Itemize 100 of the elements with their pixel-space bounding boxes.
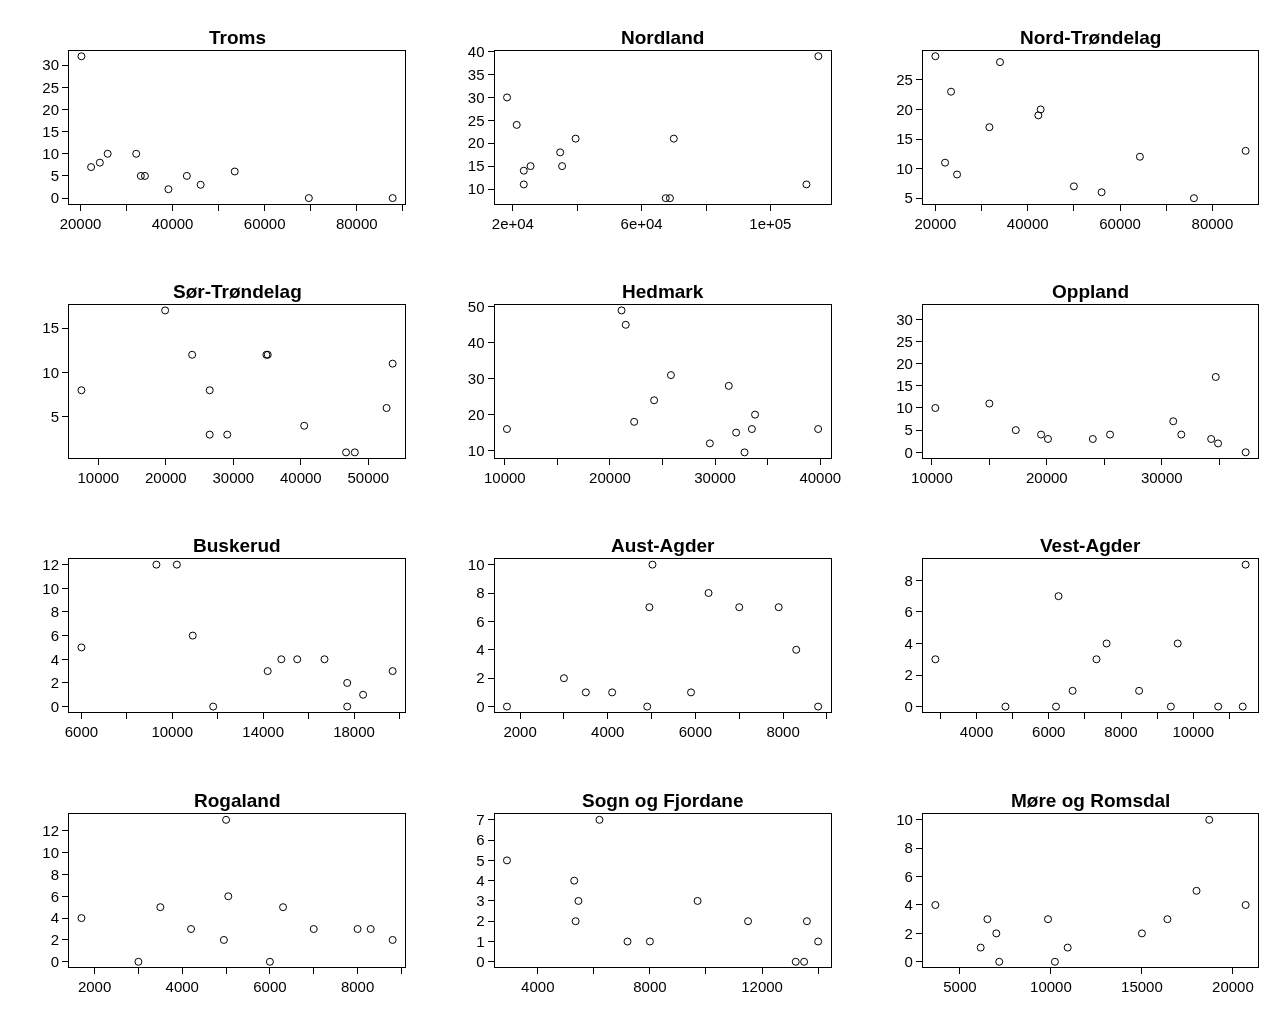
point (735, 603, 744, 612)
point (792, 645, 801, 654)
point (342, 448, 351, 457)
point (359, 690, 368, 699)
x-tick-label: 18000 (333, 723, 375, 741)
y-tick-label: 20 (896, 354, 913, 372)
point (814, 937, 823, 946)
y-tick-label: 15 (42, 319, 59, 337)
chart-title: Sør-Trøndelag (173, 281, 302, 302)
y-tick-label: 35 (467, 65, 485, 83)
x-tick-label: 20000 (144, 469, 187, 487)
point (187, 925, 196, 934)
x-tick-label: 2000 (503, 723, 537, 741)
point (621, 320, 630, 329)
point (1052, 702, 1061, 711)
point (1043, 435, 1052, 443)
point (556, 148, 565, 157)
point (1063, 943, 1072, 952)
point (751, 410, 760, 419)
point (645, 937, 654, 946)
point (1054, 592, 1063, 601)
y-tick-label: 6 (476, 831, 485, 849)
point (705, 439, 714, 448)
point (343, 702, 352, 711)
x-tick-label: 60000 (243, 214, 286, 232)
y-tick-label: 25 (896, 71, 913, 89)
y-tick-label: 2 (50, 674, 59, 692)
x-tick-label: 20000 (914, 214, 957, 232)
point (350, 448, 359, 457)
y-tick-label: 0 (904, 443, 913, 461)
point (802, 180, 811, 189)
y-tick-label: 40 (467, 42, 485, 60)
x-tick-label: 2000 (77, 978, 112, 996)
x-tick-label: 20000 (1025, 469, 1068, 487)
x-tick-label: 40000 (799, 469, 842, 487)
y-tick-label: 6 (904, 603, 913, 621)
point (1088, 435, 1097, 443)
chart-title: Hedmark (622, 281, 704, 302)
x-tick-label: 80000 (1191, 214, 1234, 232)
x-tick-label: 8000 (1104, 723, 1138, 741)
point (650, 396, 659, 405)
point (1069, 182, 1078, 191)
x-tick-label: 80000 (335, 214, 378, 232)
point (77, 386, 86, 395)
point (77, 52, 86, 61)
point (224, 892, 233, 901)
point (223, 430, 232, 439)
x-tick-label: 6000 (64, 723, 99, 741)
x-tick-label: 1e+05 (749, 214, 792, 232)
point (581, 688, 590, 697)
point (1241, 900, 1250, 909)
point (1214, 439, 1223, 448)
x-tick-label: 50000 (347, 469, 390, 487)
x-tick-label: 14000 (242, 723, 285, 741)
x-tick-label: 20000 (589, 469, 631, 487)
point (293, 655, 302, 664)
point (196, 180, 205, 189)
point (1050, 957, 1059, 966)
point (1135, 686, 1144, 695)
point (172, 560, 181, 569)
point (570, 876, 579, 885)
point (1211, 372, 1220, 381)
point (519, 180, 528, 189)
point (1036, 105, 1045, 114)
point (502, 425, 511, 434)
point (802, 917, 811, 926)
y-tick-label: 30 (467, 88, 485, 106)
y-tick-label: 40 (467, 334, 485, 352)
x-tick-label: 10000 (911, 469, 953, 487)
point (1034, 111, 1043, 120)
point (669, 134, 678, 143)
point (666, 371, 675, 380)
point (595, 815, 604, 824)
y-tick-label: 7 (476, 811, 485, 829)
x-tick-label: 2e+04 (491, 214, 534, 232)
point (205, 386, 214, 395)
point (571, 134, 580, 143)
y-tick-label: 4 (50, 650, 59, 668)
chart-title: Møre og Romsdal (1011, 790, 1171, 811)
y-tick-label: 0 (50, 697, 59, 715)
y-tick-label: 20 (42, 100, 59, 118)
y-tick-label: 4 (904, 634, 913, 652)
point (503, 93, 512, 102)
chart-title: Nordland (621, 27, 705, 48)
point (665, 194, 674, 203)
x-tick-label: 30000 (1140, 469, 1183, 487)
point (222, 815, 231, 824)
y-tick-label: 2 (50, 931, 59, 949)
point (95, 158, 104, 167)
point (1001, 702, 1010, 711)
x-tick-label: 10000 (77, 469, 120, 487)
y-tick-label: 8 (50, 865, 59, 883)
point (559, 674, 568, 683)
point (1137, 929, 1146, 938)
chart-title: Oppland (1052, 281, 1130, 302)
y-tick-label: 15 (42, 122, 59, 140)
point (320, 655, 329, 664)
y-tick-label: 30 (896, 310, 913, 328)
y-tick-label: 10 (42, 145, 59, 163)
point (643, 702, 652, 711)
